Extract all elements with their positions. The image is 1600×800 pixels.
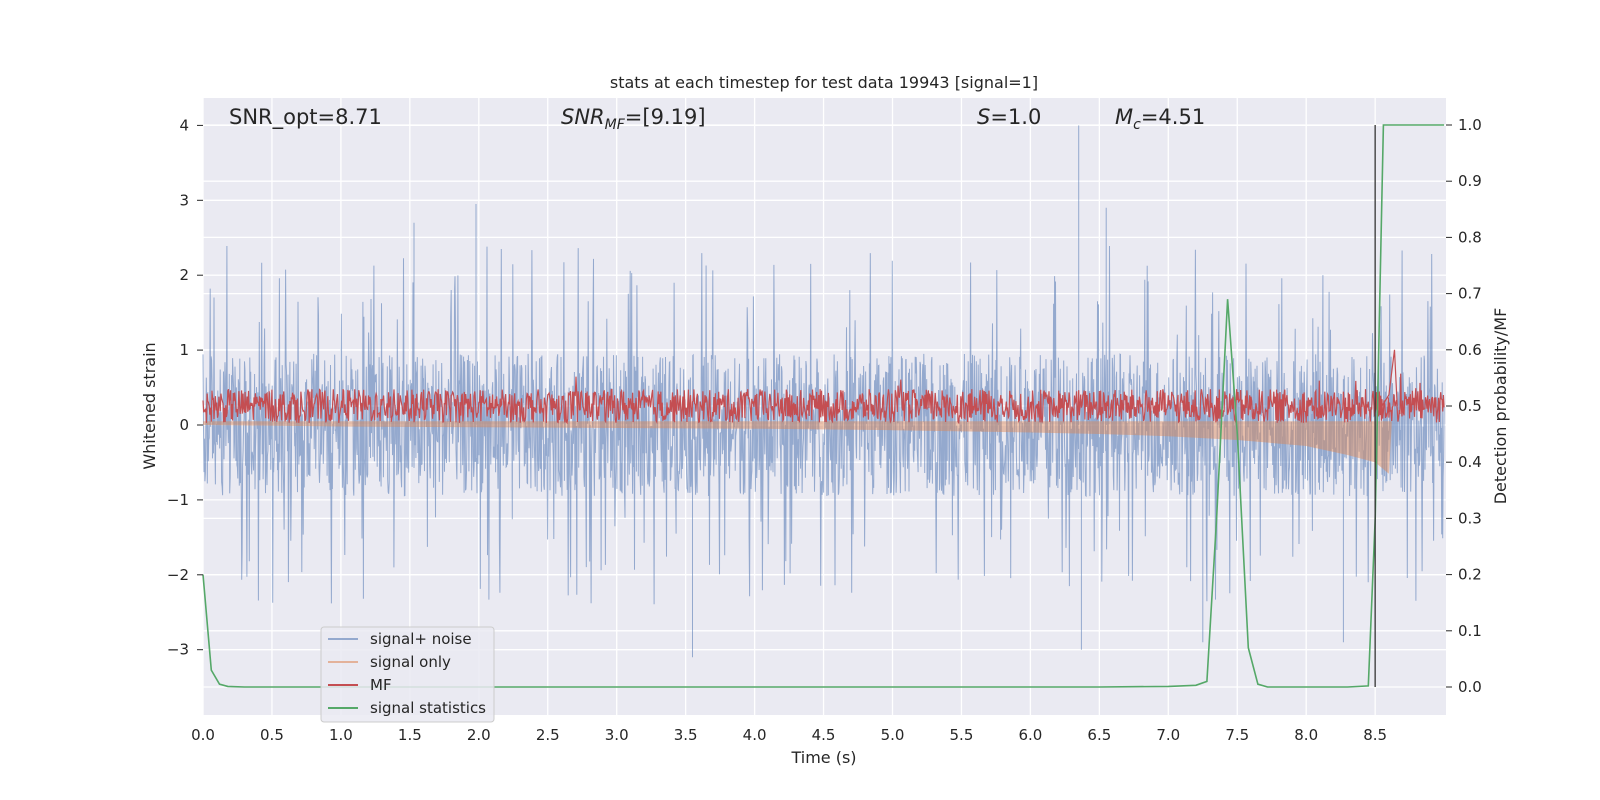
chart-title: stats at each timestep for test data 199…: [610, 73, 1038, 92]
y-tick-label-right: 0.5: [1458, 397, 1482, 415]
x-tick-label: 6.5: [1087, 726, 1111, 744]
y-tick-label-right: 0.2: [1458, 566, 1482, 584]
mf-series: [202, 349, 1445, 425]
y-tick-label-right: 1.0: [1458, 116, 1482, 134]
y-tick-label-right: 0.8: [1458, 228, 1482, 246]
y-axis-label-left: Whitened strain: [140, 342, 159, 469]
legend-label-mf: MF: [370, 676, 392, 694]
x-tick-label: 7.0: [1156, 726, 1180, 744]
signal-only-series: [203, 421, 1392, 474]
annotation-s: S=1.0: [977, 105, 1041, 129]
y-tick-labels-right: 1.0 0.9 0.8 0.7 0.6 0.5 0.4 0.3 0.2 0.1 0.0: [1446, 116, 1482, 696]
annotation-snr-opt: SNR_opt=8.71: [229, 105, 382, 130]
x-tick-label: 5.0: [881, 726, 905, 744]
signal-only-area: [203, 421, 1392, 474]
y-tick-label-right: 0.1: [1458, 622, 1482, 640]
y-tick-label-left: 4: [179, 116, 189, 134]
annotation-mc-sub: c: [1133, 117, 1141, 133]
y-tick-label-right: 0.0: [1458, 678, 1482, 696]
y-tick-label-left: 3: [179, 191, 189, 209]
x-tick-label: 2.0: [467, 726, 491, 744]
legend-box: [320, 626, 495, 723]
x-tick-label: 1.5: [398, 726, 422, 744]
y-tick-label-right: 0.4: [1458, 453, 1482, 471]
signal-noise-line: [202, 125, 1445, 658]
y-tick-label-left: −2: [167, 566, 189, 584]
y-tick-label-right: 0.6: [1458, 341, 1482, 359]
annotation-s-rest: =1.0: [990, 105, 1041, 129]
x-tick-label: 4.0: [743, 726, 767, 744]
y-tick-label-left: 2: [179, 266, 189, 284]
mf-line: [202, 349, 1445, 425]
x-tick-label: 8.0: [1294, 726, 1318, 744]
signal-statistics-line: [202, 124, 1445, 688]
x-tick-label: 4.5: [812, 726, 836, 744]
x-tick-label: 2.5: [536, 726, 560, 744]
annotation-snr-mf-sub: MF: [605, 117, 626, 133]
x-tick-label: 6.0: [1018, 726, 1042, 744]
x-tick-labels: 0.0 0.5 1.0 1.5 2.0 2.5 3.0 3.5 4.0 4.5 5.0 5.5 6.0 6…: [191, 726, 1387, 744]
legend-label-signal-only: signal only: [370, 653, 451, 671]
annotation-mc-main: M: [1115, 105, 1133, 129]
annotation-mc-rest: =4.51: [1141, 105, 1205, 129]
x-tick-label: 8.5: [1363, 726, 1387, 744]
y-tick-label-left: −1: [167, 491, 189, 509]
y-tick-label-left: 0: [179, 416, 189, 434]
annotation-snr-mf: SNRMF=[9.19]: [561, 105, 706, 133]
legend: signal+ noise signal only MF signal stat…: [320, 626, 495, 723]
legend-label-signal-noise: signal+ noise: [370, 630, 472, 648]
annotation-mc: Mc=4.51: [1115, 105, 1205, 133]
y-tick-label-right: 0.3: [1458, 509, 1482, 527]
x-tick-label: 5.5: [950, 726, 974, 744]
y-tick-label-left: 1: [179, 341, 189, 359]
y-tick-label-right: 0.7: [1458, 285, 1482, 303]
x-tick-label: 3.0: [605, 726, 629, 744]
signal-statistics-series: [202, 124, 1445, 688]
signal-noise-series: [202, 125, 1445, 658]
y-tick-labels-left: 4 3 2 1 0 −1 −2 −3: [167, 116, 203, 659]
x-axis-label: Time (s): [790, 748, 856, 767]
x-tick-label: 1.0: [329, 726, 353, 744]
y-tick-label-left: −3: [167, 641, 189, 659]
y-tick-label-right: 0.9: [1458, 172, 1482, 190]
annotation-s-main: S: [977, 105, 990, 129]
annotation-snr-mf-rest: =[9.19]: [625, 105, 706, 129]
x-tick-label: 0.0: [191, 726, 215, 744]
x-tick-label: 7.5: [1225, 726, 1249, 744]
x-tick-label: 0.5: [260, 726, 284, 744]
legend-label-signal-statistics: signal statistics: [370, 699, 486, 717]
y-axis-label-right: Detection probability/MF: [1491, 308, 1510, 505]
x-tick-label: 3.5: [674, 726, 698, 744]
annotation-snr-mf-main: SNR: [561, 105, 605, 129]
